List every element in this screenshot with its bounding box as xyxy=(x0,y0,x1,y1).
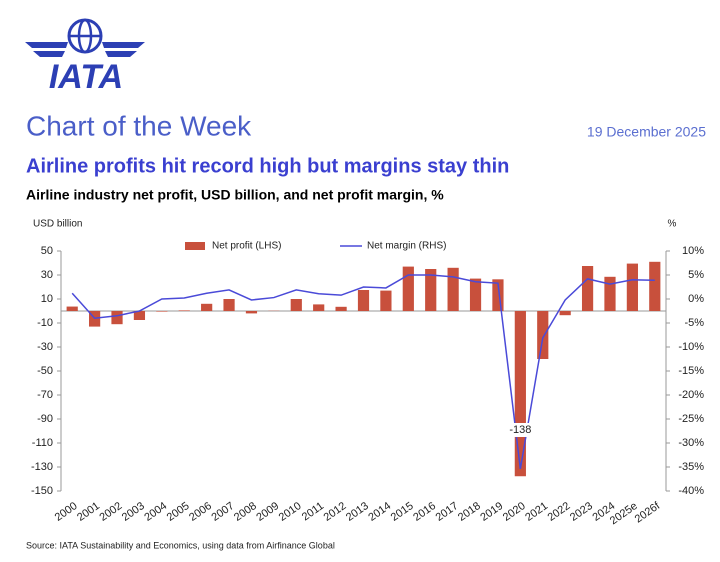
x-tick-label: 2013 xyxy=(344,500,371,524)
chart-subtitle: Airline industry net profit, USD billion… xyxy=(26,187,444,203)
bar xyxy=(515,311,526,476)
bar xyxy=(627,264,638,311)
y-tick-label: -130 xyxy=(31,461,53,473)
legend-swatch xyxy=(185,242,205,250)
x-tick-label: 2017 xyxy=(434,500,461,524)
bar xyxy=(291,299,302,311)
y2-tick-label: -35% xyxy=(678,461,704,473)
y-tick-label: 50 xyxy=(41,245,53,257)
bar xyxy=(448,268,459,311)
value-label: -138 xyxy=(509,424,531,436)
x-tick-label: 2000 xyxy=(53,500,80,524)
x-tick-label: 2003 xyxy=(120,500,147,524)
y2-tick-label: -40% xyxy=(678,485,704,497)
bar xyxy=(649,262,660,311)
bar xyxy=(179,310,190,311)
bar xyxy=(156,311,167,312)
legend-label: Net margin (RHS) xyxy=(367,241,446,252)
x-tick-label: 2016 xyxy=(411,500,438,524)
y-tick-label: -90 xyxy=(37,413,53,425)
y-tick-label: -110 xyxy=(32,437,53,449)
y-tick-label: -150 xyxy=(31,485,53,497)
logo: IATA xyxy=(25,20,145,96)
x-tick-label: 2015 xyxy=(389,500,416,524)
bar xyxy=(335,307,346,311)
y-tick-label: -10 xyxy=(37,317,53,329)
y-tick-label: 10 xyxy=(41,293,53,305)
x-tick-label: 2018 xyxy=(456,500,483,524)
x-tick-label: 2001 xyxy=(75,500,102,524)
x-tick-label: 2014 xyxy=(366,500,393,524)
y2-tick-label: -15% xyxy=(678,365,704,377)
bar xyxy=(403,267,414,311)
x-tick-label: 2006 xyxy=(187,500,214,524)
heading: Chart of the Week xyxy=(26,110,252,141)
x-tick-label: 2004 xyxy=(142,500,169,524)
source: Source: IATA Sustainability and Economic… xyxy=(26,540,335,550)
y2-tick-label: -10% xyxy=(678,341,704,353)
x-tick-label: 2012 xyxy=(322,500,349,524)
bar xyxy=(67,307,78,311)
bar xyxy=(246,311,257,313)
y2-tick-label: -30% xyxy=(678,437,704,449)
x-tick-label: 2019 xyxy=(478,500,505,524)
bar xyxy=(111,311,122,324)
date: 19 December 2025 xyxy=(587,124,706,140)
y-tick-label: -50 xyxy=(37,365,53,377)
y-axis-label: USD billion xyxy=(33,219,82,230)
bar xyxy=(223,299,234,311)
bar xyxy=(313,304,324,311)
bar xyxy=(358,290,369,311)
x-tick-label: 2023 xyxy=(568,500,595,524)
x-tick-label: 2020 xyxy=(501,500,528,524)
x-tick-label: 2009 xyxy=(254,500,281,524)
y2-tick-label: -5% xyxy=(684,317,704,329)
brand: IATA xyxy=(49,58,123,96)
x-tick-label: 2021 xyxy=(523,500,550,524)
x-tick-label: 2022 xyxy=(546,500,573,524)
y2-axis-label: % xyxy=(668,219,677,230)
x-tick-label: 2005 xyxy=(165,500,192,524)
y-tick-label: 30 xyxy=(41,269,53,281)
bar xyxy=(470,279,481,311)
x-tick-label: 2026f xyxy=(633,499,663,525)
y2-tick-label: 0% xyxy=(688,293,704,305)
x-tick-label: 2011 xyxy=(300,500,326,523)
bar xyxy=(537,311,548,359)
chart-title: Airline profits hit record high but marg… xyxy=(26,155,509,177)
bar xyxy=(582,266,593,311)
y2-tick-label: 5% xyxy=(688,269,704,281)
legend-label: Net profit (LHS) xyxy=(212,241,281,252)
y2-tick-label: -25% xyxy=(678,413,704,425)
y2-tick-label: 10% xyxy=(682,245,704,257)
x-tick-label: 2007 xyxy=(210,500,237,524)
bar xyxy=(604,277,615,311)
y2-tick-label: -20% xyxy=(678,389,704,401)
x-tick-label: 2002 xyxy=(97,500,124,524)
y-tick-label: -70 xyxy=(37,389,53,401)
bar xyxy=(560,311,571,315)
bar xyxy=(201,304,212,311)
bar xyxy=(380,291,391,311)
y-tick-label: -30 xyxy=(37,341,53,353)
x-tick-label: 2008 xyxy=(232,500,259,524)
x-tick-label: 2010 xyxy=(277,500,304,524)
